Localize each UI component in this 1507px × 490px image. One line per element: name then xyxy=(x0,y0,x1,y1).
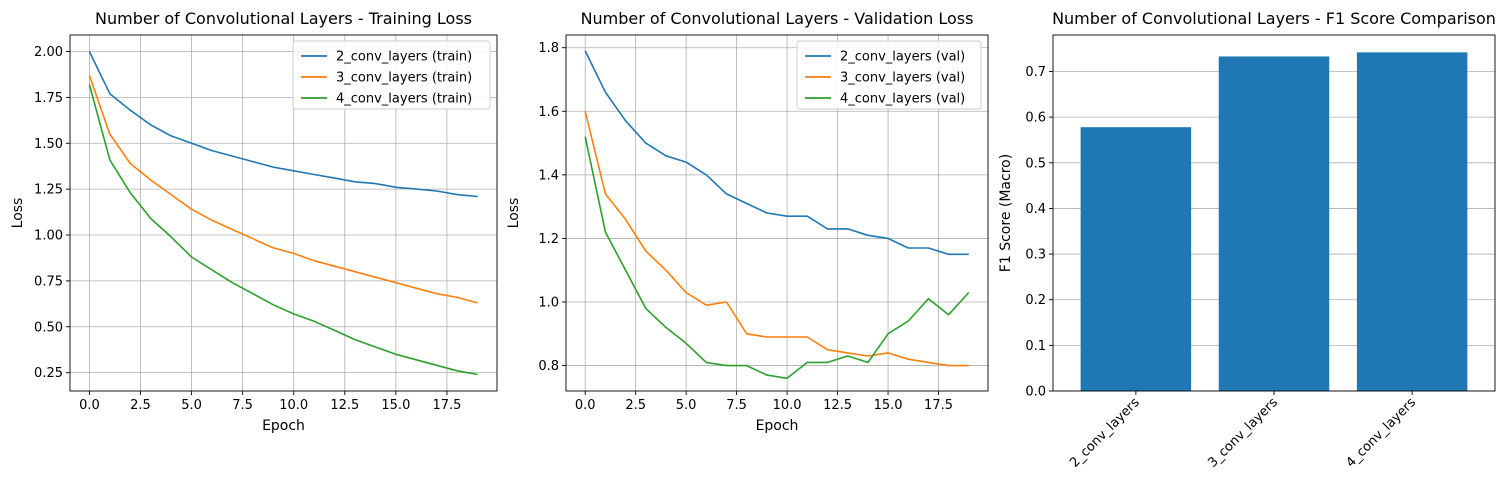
y-tick-label: 1.50 xyxy=(34,137,63,152)
x-tick-label: 12.5 xyxy=(330,398,359,413)
y-axis-label: Loss xyxy=(10,198,26,229)
x-tick-label: 15.0 xyxy=(381,398,410,413)
x-tick-label: 10.0 xyxy=(773,398,802,413)
series-line-3 xyxy=(88,84,478,376)
x-axis-label: Epoch xyxy=(756,418,799,434)
legend-label-3: 4_conv_layers (val) xyxy=(840,92,965,107)
y-tick-label: 1.2 xyxy=(538,232,559,247)
x-tick-label: 0.0 xyxy=(575,398,596,413)
x-tick-label: 12.5 xyxy=(823,398,852,413)
x-tick-label: 5.0 xyxy=(181,398,202,413)
x-tick-label: 17.5 xyxy=(432,398,461,413)
y-axis-label: Loss xyxy=(506,198,522,229)
series-line-1 xyxy=(88,51,478,198)
chart-2: Number of Convolutional Layers - Validat… xyxy=(506,9,989,434)
y-tick-label: 0.3 xyxy=(1025,248,1046,263)
axes-frame xyxy=(69,34,498,392)
chart-title: Number of Convolutional Layers - Validat… xyxy=(581,9,974,28)
y-tick-label: 0.7 xyxy=(1025,65,1046,80)
x-tick-label: 17.5 xyxy=(924,398,953,413)
legend-label-1: 2_conv_layers (val) xyxy=(840,50,965,65)
bar-4_conv_layers xyxy=(1356,52,1468,391)
series-line-2 xyxy=(584,111,969,367)
y-tick-label: 1.25 xyxy=(34,183,63,198)
y-tick-label: 0.5 xyxy=(1025,156,1046,171)
x-tick-label: 0.0 xyxy=(79,398,100,413)
legend-label-2: 3_conv_layers (train) xyxy=(336,71,472,86)
legend-box xyxy=(796,40,982,110)
y-tick-label: 0.25 xyxy=(34,366,63,381)
x-tick-label: 2.5 xyxy=(130,398,151,413)
chart-title: Number of Convolutional Layers - F1 Scor… xyxy=(1052,9,1496,28)
y-tick-label: 0.0 xyxy=(1025,385,1046,400)
x-tick-label: 3_conv_layers xyxy=(1205,395,1281,471)
series-line-2 xyxy=(88,75,478,304)
y-tick-label: 0.1 xyxy=(1025,339,1046,354)
x-tick-label: 7.5 xyxy=(726,398,747,413)
x-axis-label: Epoch xyxy=(262,418,305,434)
bar-3_conv_layers xyxy=(1218,56,1330,391)
bar-2_conv_layers xyxy=(1080,127,1192,391)
y-tick-label: 1.8 xyxy=(538,41,559,56)
y-tick-label: 0.4 xyxy=(1025,202,1046,217)
y-axis-label: F1 Score (Macro) xyxy=(998,154,1014,272)
legend-box xyxy=(292,40,491,110)
chart-1: Number of Convolutional Layers - Trainin… xyxy=(10,9,498,434)
x-tick-label: 7.5 xyxy=(232,398,253,413)
x-tick-label: 4_conv_layers xyxy=(1344,395,1420,471)
y-tick-label: 0.2 xyxy=(1025,293,1046,308)
y-tick-label: 2.00 xyxy=(34,45,63,60)
y-tick-label: 0.50 xyxy=(34,320,63,335)
x-tick-label: 2.5 xyxy=(625,398,646,413)
chart-3: Number of Convolutional Layers - F1 Scor… xyxy=(998,9,1496,471)
y-tick-label: 1.00 xyxy=(34,229,63,244)
axes-frame xyxy=(565,34,989,392)
y-tick-label: 0.8 xyxy=(538,359,559,374)
y-tick-label: 0.6 xyxy=(1025,111,1046,126)
legend-label-3: 4_conv_layers (train) xyxy=(336,92,472,107)
legend-label-2: 3_conv_layers (val) xyxy=(840,71,965,86)
legend: 2_conv_layers (train) 3_conv_layers (trai… xyxy=(292,40,491,110)
y-tick-label: 1.75 xyxy=(34,91,63,106)
legend: 2_conv_layers (val) 3_conv_layers (val) 4_… xyxy=(796,40,982,110)
x-tick-label: 2_conv_layers xyxy=(1067,395,1143,471)
x-tick-label: 5.0 xyxy=(676,398,697,413)
x-tick-label: 10.0 xyxy=(279,398,308,413)
y-tick-label: 1.0 xyxy=(538,296,559,311)
y-tick-label: 0.75 xyxy=(34,274,63,289)
legend-label-1: 2_conv_layers (train) xyxy=(336,50,472,65)
x-tick-label: 15.0 xyxy=(874,398,903,413)
y-tick-label: 1.4 xyxy=(538,168,559,183)
series-line-3 xyxy=(584,136,970,380)
y-tick-label: 1.6 xyxy=(538,105,559,120)
chart-title: Number of Convolutional Layers - Trainin… xyxy=(95,9,472,28)
series-line-1 xyxy=(584,50,969,256)
